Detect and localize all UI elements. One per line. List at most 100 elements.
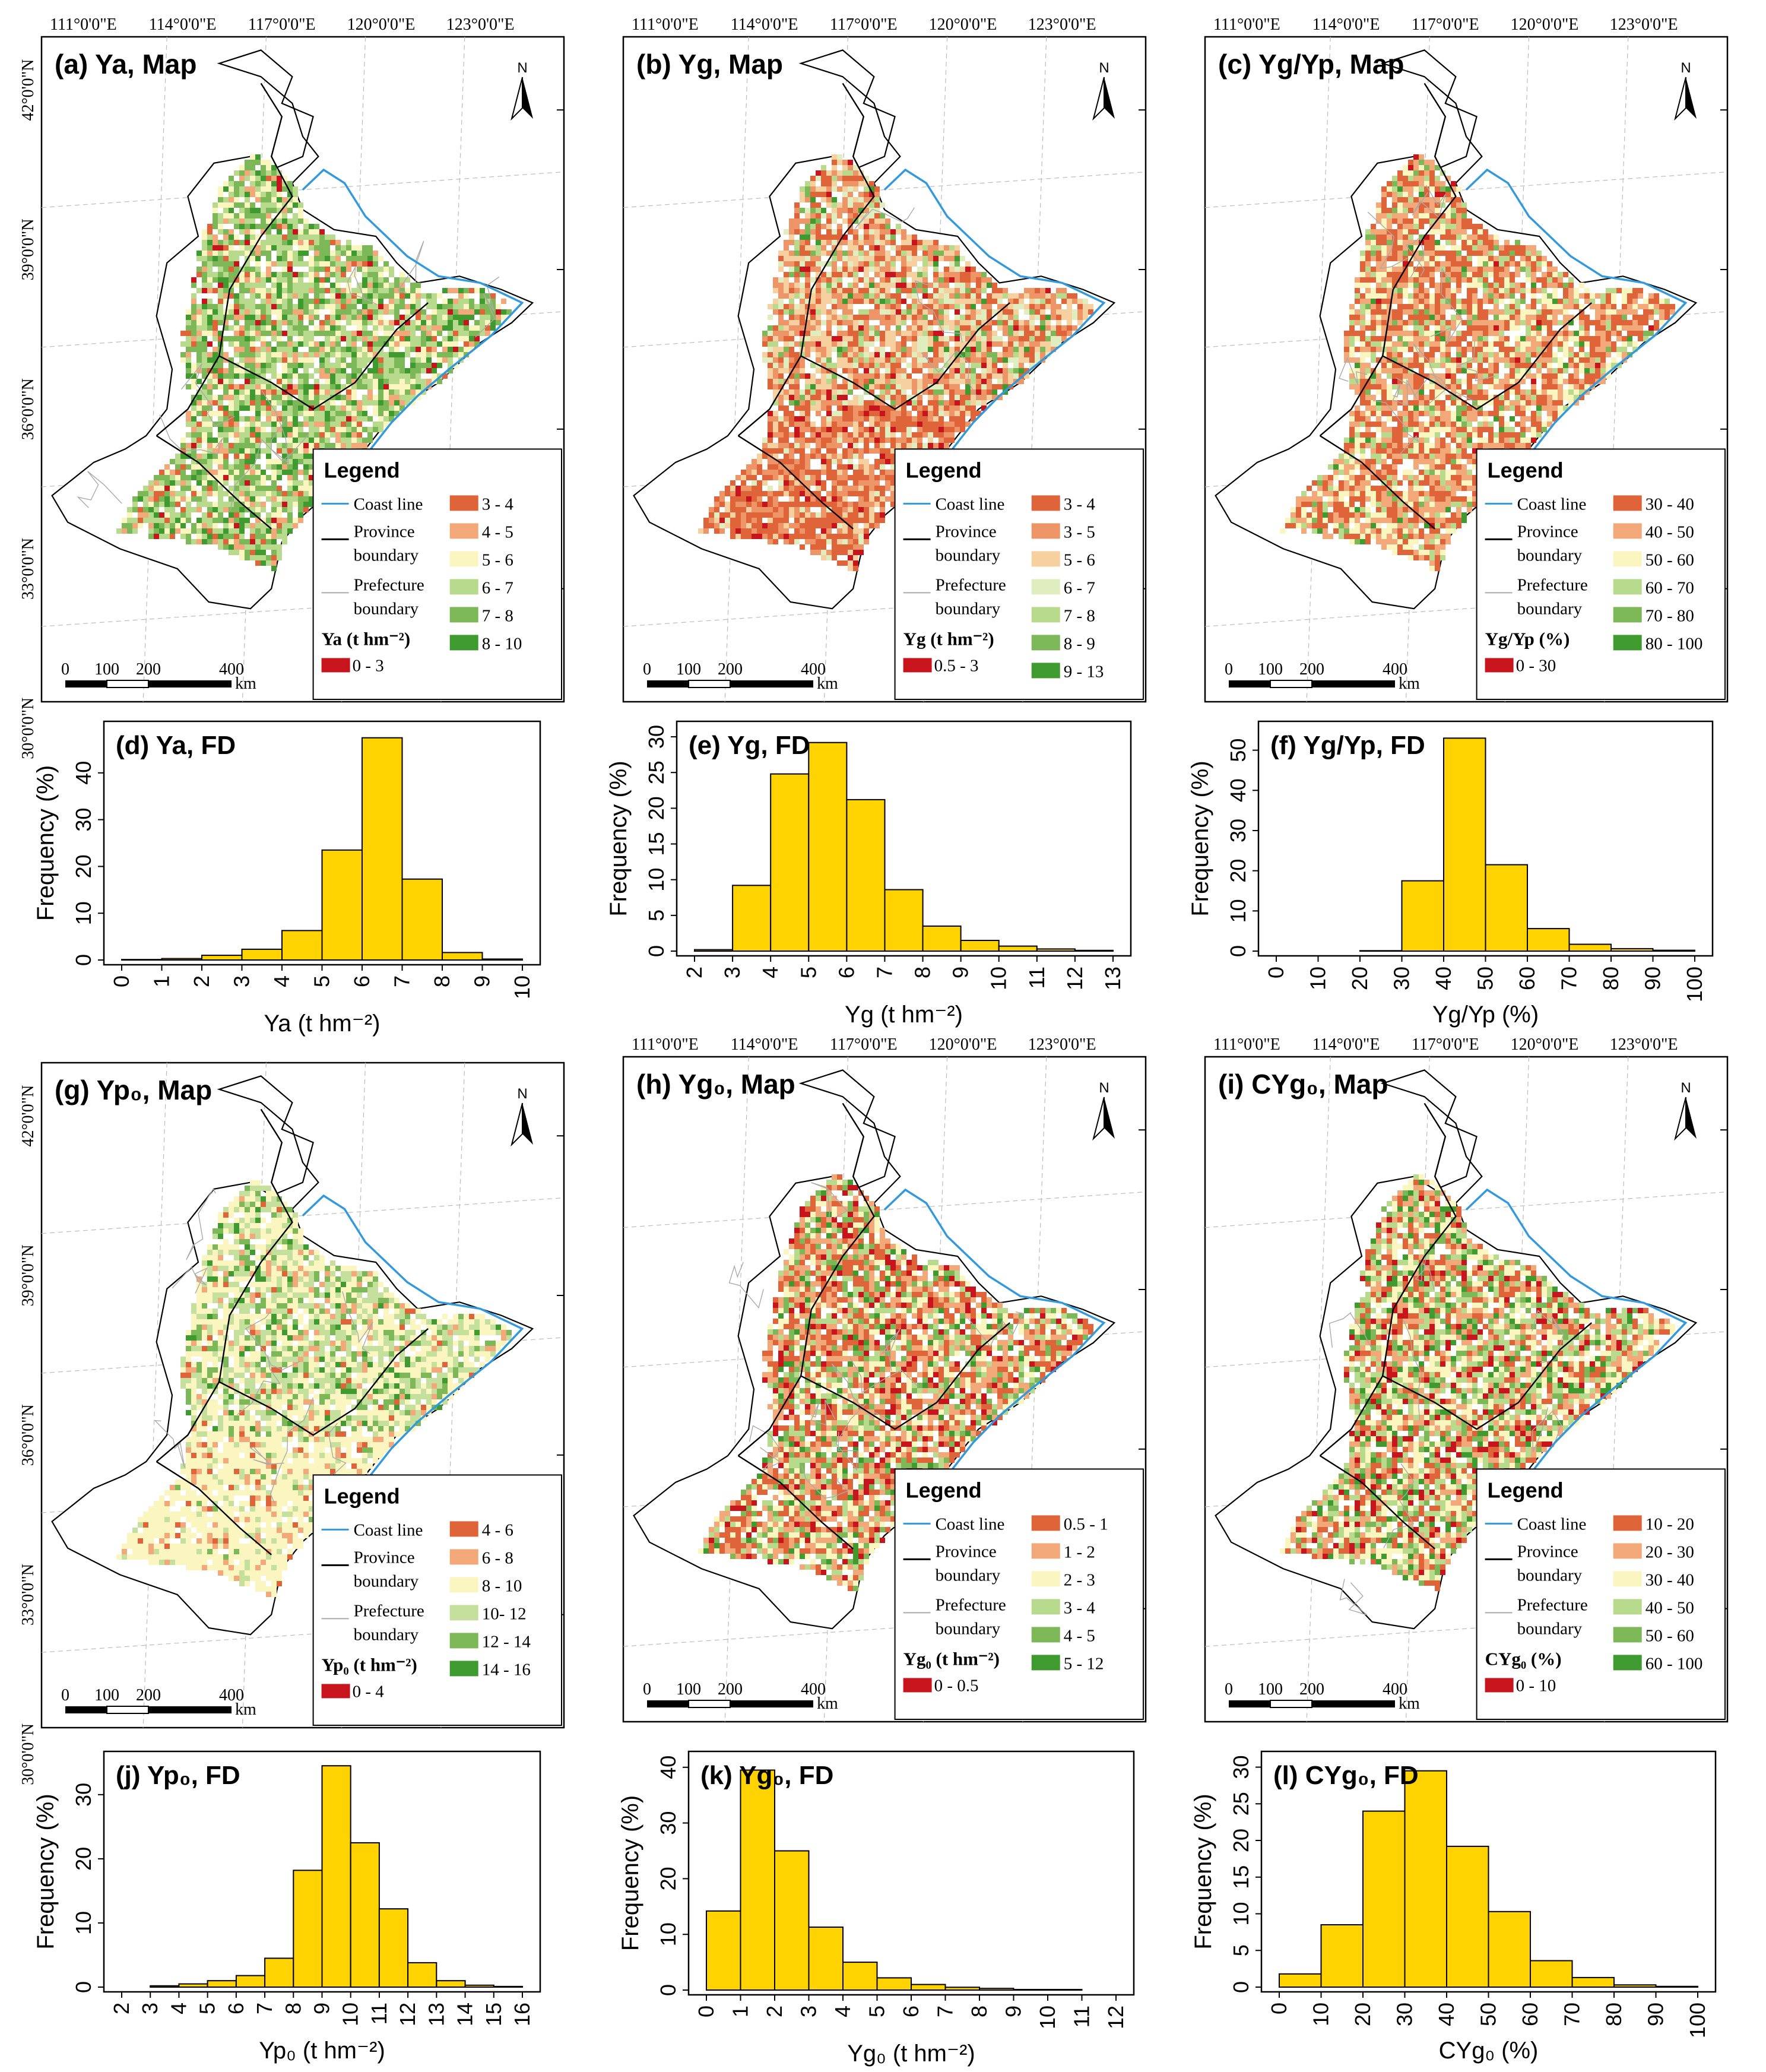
coast-legend-label: Coast line: [936, 1515, 1005, 1534]
histogram-bar: [911, 1984, 946, 1991]
longitude-label: 117°0'0"E: [1412, 1035, 1479, 1054]
x-tick-label: 2: [189, 975, 214, 987]
scale-unit: km: [235, 1700, 256, 1719]
scale-label: 100: [676, 1680, 701, 1699]
histogram-bar: [235, 1975, 266, 1988]
map-body: [1205, 37, 1727, 702]
histogram-bar: [1571, 1976, 1615, 1988]
legend-class-label: 4 - 6: [482, 1520, 513, 1539]
north-label: N: [1681, 60, 1691, 76]
x-tick-label: 14: [453, 2003, 477, 2026]
legend-class-label: 50 - 60: [1645, 1626, 1694, 1645]
y-tick-label: 30: [656, 1811, 680, 1835]
legend-class-label: 3 - 4: [1064, 1598, 1096, 1617]
province-boundary: [1319, 83, 1457, 436]
chart-title: (e) Yg, FD: [689, 731, 810, 760]
scale-bar: [688, 1700, 731, 1708]
histogram-bar: [1401, 880, 1444, 952]
x-tick-label: 4: [758, 967, 782, 978]
map-panel: (b) Yg, Map N Legend Coast line Province boun…: [622, 15, 1147, 703]
legend-swatch: [1031, 1655, 1060, 1671]
x-tick-label: 12: [395, 2003, 420, 2026]
chart-title: (f) Yg/Yp, FD: [1270, 731, 1425, 760]
north-arrow-icon: [1104, 77, 1115, 119]
longitude-label: 114°0'0"E: [1312, 15, 1380, 34]
legend-variable: Yg (t hm⁻²): [903, 628, 994, 649]
histogram-bar: [1485, 864, 1528, 952]
legend-swatch: [321, 658, 350, 673]
map-title: (g) Yp₀, Map: [55, 1075, 212, 1105]
y-tick-label: 25: [644, 761, 668, 784]
scale-label: 100: [94, 660, 119, 679]
x-tick-label: 0: [1264, 967, 1288, 978]
legend-title: Legend: [906, 1478, 982, 1502]
legend-swatch: [449, 523, 478, 539]
legend-swatch: [1485, 658, 1514, 673]
legend-swatch: [449, 1633, 478, 1649]
histogram-bar: [922, 925, 962, 952]
coast-legend-label: Coast line: [1517, 1515, 1587, 1534]
histogram-bar: [1320, 1924, 1364, 1988]
legend-class-label: 6 - 7: [482, 578, 513, 597]
prefecture-boundary: [968, 1311, 1024, 1348]
histogram-bar: [1568, 943, 1612, 952]
y-axis-label: Frequency (%): [33, 765, 59, 921]
y-tick-label: 10: [71, 901, 96, 925]
x-tick-label: 20: [1350, 2003, 1375, 2026]
histogram-bar: [1279, 1973, 1322, 1988]
legend-swatch: [449, 1577, 478, 1593]
prefecture-boundary: [811, 1182, 848, 1219]
longitude-label: 111°0'0"E: [632, 15, 699, 34]
map-panel: (c) Yg/Yp, Map N Legend Coast line Province b…: [1204, 15, 1729, 703]
legend-class-label: 0 - 0.5: [934, 1676, 979, 1695]
histogram-bar: [442, 952, 483, 961]
prefecture-boundary: [1339, 1579, 1368, 1615]
north-arrow-icon: [522, 77, 533, 119]
histogram-panel: (k) Yg₀, FD0 1 2 3 4 5 6 7 8 9 10 11 12010203040Yg₀ …: [617, 1750, 1135, 2067]
legend-swatch: [1613, 523, 1642, 539]
scale-label: 400: [1383, 660, 1407, 679]
legend-class-label: 0 - 30: [1516, 656, 1556, 675]
x-tick-label: 9: [310, 2003, 334, 2014]
legend-box: [894, 1468, 1144, 1720]
y-axis-label: Frequency (%): [1187, 761, 1213, 916]
x-tick-label: 5: [195, 2003, 220, 2014]
scale-unit: km: [1399, 1694, 1420, 1713]
latitude-label: 39°0'0"N: [19, 218, 37, 280]
scale-bar: [65, 1706, 107, 1713]
prefecture-boundary: [249, 1446, 284, 1465]
histogram-bar: [161, 958, 202, 961]
latitude-label: 42°0'0"N: [19, 1085, 37, 1147]
coast-line: [302, 168, 524, 450]
x-tick-label: 10: [1035, 2006, 1060, 2029]
north-arrow-icon: [511, 77, 523, 121]
y-tick-label: 30: [1226, 819, 1250, 842]
legend-class-label: 5 - 6: [1064, 550, 1095, 569]
prefecture-boundary: [154, 1420, 185, 1468]
x-tick-label: 7: [252, 2003, 277, 2014]
prefecture-boundary: [1405, 236, 1425, 278]
y-tick-label: 20: [1226, 859, 1250, 883]
x-tick-label: 6: [899, 2006, 923, 2017]
coast-line: [883, 168, 1106, 450]
legend-class-label: 12 - 14: [482, 1632, 531, 1651]
scale-label: 100: [94, 1686, 119, 1705]
prefecture-boundary: [1532, 1310, 1564, 1364]
province-boundary: [1382, 302, 1592, 410]
province-boundary: [737, 435, 854, 530]
y-tick-label: 5: [644, 910, 668, 921]
coast-line: [1465, 1188, 1688, 1470]
raster-layer: [1280, 1174, 1675, 1591]
histogram-bar: [178, 1983, 208, 1988]
legend-class-label: 0 - 3: [353, 656, 384, 675]
x-tick-label: 8: [911, 967, 935, 978]
province-boundary: [156, 435, 272, 530]
province-legend-label: boundary: [936, 1566, 1001, 1585]
legend-class-label: 3 - 4: [1064, 495, 1096, 514]
scale-bar: [647, 680, 689, 688]
histogram-bar: [321, 849, 363, 961]
longitude-label: 120°0'0"E: [929, 1035, 997, 1054]
prefecture-boundary: [186, 1187, 216, 1260]
scale-bar: [647, 1700, 689, 1707]
histogram-bar: [846, 799, 886, 952]
